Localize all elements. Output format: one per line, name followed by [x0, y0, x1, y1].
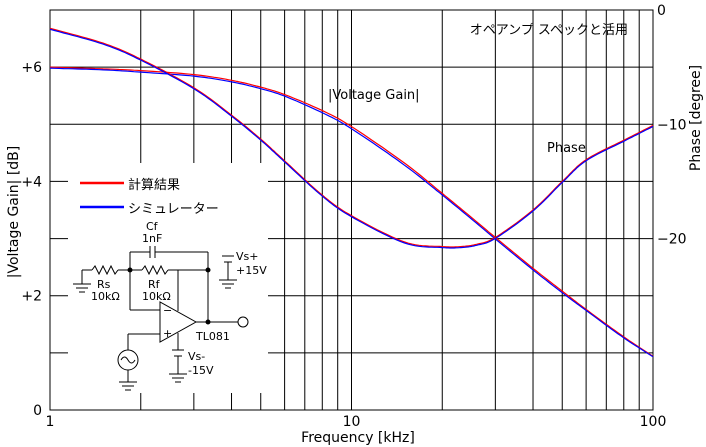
- y-left-tick-label: +4: [21, 174, 42, 190]
- rf-label: Rf: [148, 278, 161, 291]
- chart-title: オペアンプ スペックと活用: [470, 23, 628, 38]
- y-right-tick-label: 0: [657, 3, 666, 19]
- y-left-tick-label: 0: [33, 403, 42, 419]
- opamp-symbol: [159, 301, 198, 343]
- gain-calc-line: [49, 66, 654, 357]
- y-left-tick-label: +6: [21, 60, 42, 76]
- legend-label-calc: 計算結果: [128, 177, 180, 193]
- svg-text:−: −: [163, 304, 172, 317]
- gain-annotation: |Voltage Gain|: [328, 88, 420, 103]
- phase-annotation: Phase: [547, 141, 586, 156]
- phase-calc-line: [49, 27, 654, 248]
- x-axis-title: Frequency [kHz]: [301, 430, 415, 446]
- legend-label-sim: シミュレーター: [128, 202, 219, 217]
- vs-minus-label: Vs-: [188, 350, 205, 363]
- y-axis-left-title: |Voltage Gain| [dB]: [6, 146, 22, 278]
- vs-plus-value: +15V: [236, 264, 267, 277]
- x-tick-label: 100: [640, 414, 667, 430]
- output-terminal: [237, 316, 249, 328]
- rs-resistor: [91, 264, 119, 276]
- rs-value: 10kΩ: [91, 290, 120, 303]
- phase-sim-line: [49, 28, 654, 249]
- rs-label: Rs: [97, 278, 111, 291]
- rf-value: 10kΩ: [142, 290, 171, 303]
- y-axis-right-title: Phase [degree]: [688, 65, 704, 171]
- tick-labels: 1 10 100 0 +2 +4 +6 0 −10 −20: [21, 3, 686, 430]
- plot-frame: [49, 9, 654, 411]
- y-right-tick-label: −10: [657, 117, 687, 133]
- x-tick-label: 10: [343, 414, 361, 430]
- y-right-tick-label: −20: [657, 232, 687, 248]
- series-layer: [49, 27, 654, 358]
- rf-resistor: [141, 264, 169, 276]
- y-left-tick-label: +2: [21, 289, 42, 305]
- opamp-label: TL081: [195, 330, 230, 343]
- inset-panel: [68, 163, 268, 393]
- svg-text:+: +: [163, 327, 172, 340]
- circuit-diagram: − + Cf 1nF Rs 10kΩ Rf 10kΩ Vs+ +15V TL0: [73, 220, 267, 391]
- cf-value: 1nF: [142, 232, 162, 245]
- cf-label: Cf: [146, 220, 159, 233]
- vs-minus-value: -15V: [188, 364, 214, 377]
- legend: 計算結果 シミュレーター: [80, 177, 219, 217]
- x-tick-label: 1: [46, 414, 55, 430]
- vs-plus-label: Vs+: [236, 250, 258, 263]
- gain-sim-line: [49, 67, 654, 358]
